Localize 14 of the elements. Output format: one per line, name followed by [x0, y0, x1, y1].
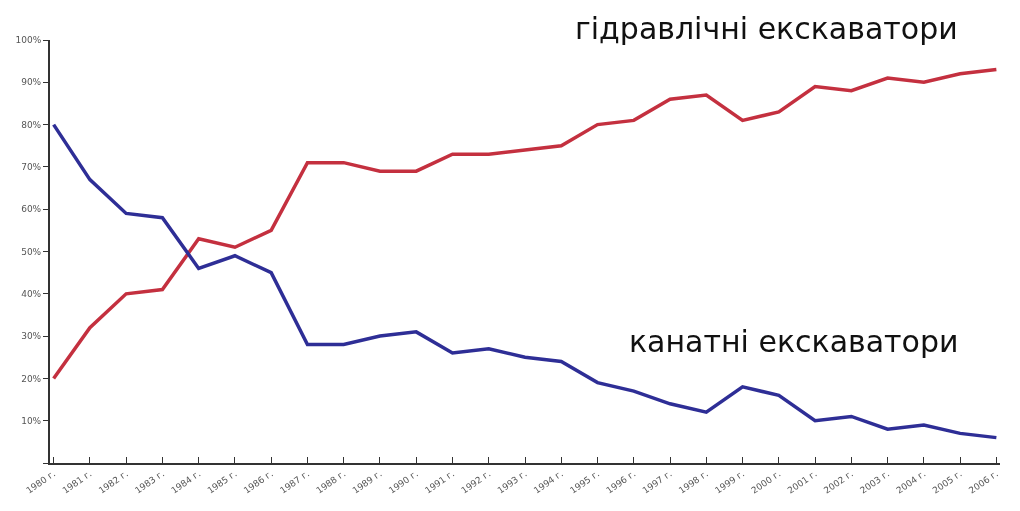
y-tick-label: 60% — [21, 204, 42, 215]
y-tick-label: 80% — [21, 119, 42, 130]
y-tick-label: 20% — [21, 373, 42, 384]
y-tick-label: 90% — [21, 77, 42, 88]
series-label: гідравлічні екскаватори — [575, 11, 958, 46]
y-tick-label: 30% — [21, 331, 42, 342]
y-tick-label: 70% — [21, 162, 42, 173]
y-tick-label: 100% — [15, 35, 42, 46]
y-tick-label: 50% — [21, 246, 42, 257]
series-label: канатні екскаватори — [629, 324, 959, 359]
y-tick-label: 40% — [21, 288, 42, 299]
y-tick-label: 10% — [21, 415, 42, 426]
line-series — [51, 122, 999, 440]
line-series — [51, 67, 999, 381]
